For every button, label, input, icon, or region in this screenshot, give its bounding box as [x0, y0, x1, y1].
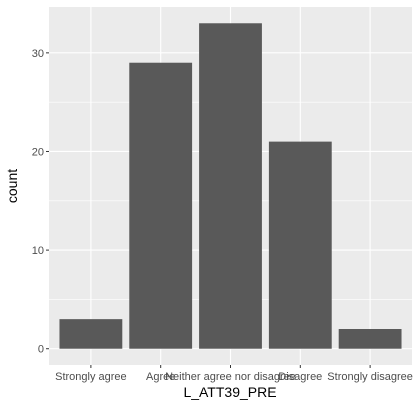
bar: [338, 329, 402, 349]
bar: [129, 62, 193, 349]
x-tick-label: Agree: [146, 371, 175, 383]
bar: [59, 319, 123, 349]
y-tick-label: 30: [32, 48, 44, 60]
x-tick-label: Strongly disagree: [327, 371, 413, 383]
y-tick-label: 10: [32, 245, 44, 257]
x-tick-label: Neither agree nor disagree: [165, 371, 296, 383]
x-tick-label: Strongly agree: [55, 371, 127, 383]
bars: [59, 23, 402, 349]
x-axis-title: L_ATT39_PRE: [183, 384, 276, 400]
y-axis: 0 10 20 30: [32, 48, 49, 356]
x-tick-label: Disagree: [278, 371, 322, 383]
bar: [268, 141, 332, 349]
bar: [199, 23, 262, 349]
y-axis-title: count: [4, 169, 20, 203]
y-tick-label: 0: [38, 344, 44, 356]
y-tick-label: 20: [32, 146, 44, 158]
